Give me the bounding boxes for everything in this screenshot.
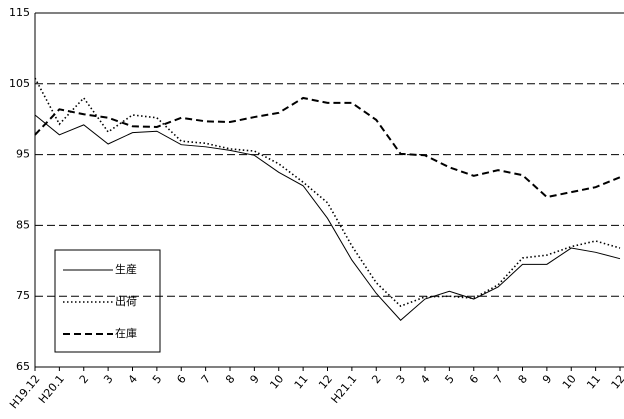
- x-tick-label: 5: [443, 373, 457, 387]
- x-tick-label: 8: [516, 373, 530, 387]
- y-tick-label: 115: [9, 6, 30, 19]
- x-tick-label: 3: [101, 373, 115, 387]
- x-tick-label: 6: [174, 373, 188, 387]
- series-line: [34, 114, 621, 321]
- x-tick-label: 12: [316, 373, 335, 392]
- x-tick-label: 5: [150, 373, 164, 387]
- x-tick-label: 6: [467, 373, 481, 387]
- x-tick-label: 7: [199, 373, 213, 387]
- legend-box: [54, 249, 161, 353]
- x-tick-label: H20.1: [36, 373, 67, 406]
- x-tick-label: 7: [491, 373, 505, 387]
- x-tick-label: 2: [369, 373, 383, 387]
- x-tick-label: 10: [267, 373, 286, 392]
- x-tick-label: 2: [77, 373, 91, 387]
- x-tick-label: 4: [418, 373, 432, 387]
- x-tick-label: 3: [394, 373, 408, 387]
- y-tick-label: 105: [9, 77, 30, 90]
- series-line: [34, 96, 621, 199]
- x-tick-label: 11: [292, 373, 311, 392]
- x-tick-label: 10: [560, 373, 579, 392]
- x-tick-label: 12: [609, 373, 624, 392]
- x-tick-label: 4: [126, 373, 140, 387]
- series-line: [34, 77, 621, 308]
- x-tick-label: H21.1: [328, 373, 359, 406]
- legend-label: 出荷: [115, 294, 137, 308]
- y-tick-label: 75: [16, 289, 30, 302]
- legend-label: 在庫: [115, 326, 137, 340]
- x-tick-label: H19.12: [7, 373, 43, 412]
- x-tick-label: 9: [248, 373, 262, 387]
- x-tick-label: 8: [223, 373, 237, 387]
- x-tick-label: 11: [584, 373, 603, 392]
- y-tick-label: 65: [16, 360, 30, 373]
- y-tick-label: 95: [16, 148, 30, 161]
- legend-label: 生産: [115, 262, 137, 276]
- y-tick-label: 85: [16, 218, 30, 231]
- x-tick-label: 9: [540, 373, 554, 387]
